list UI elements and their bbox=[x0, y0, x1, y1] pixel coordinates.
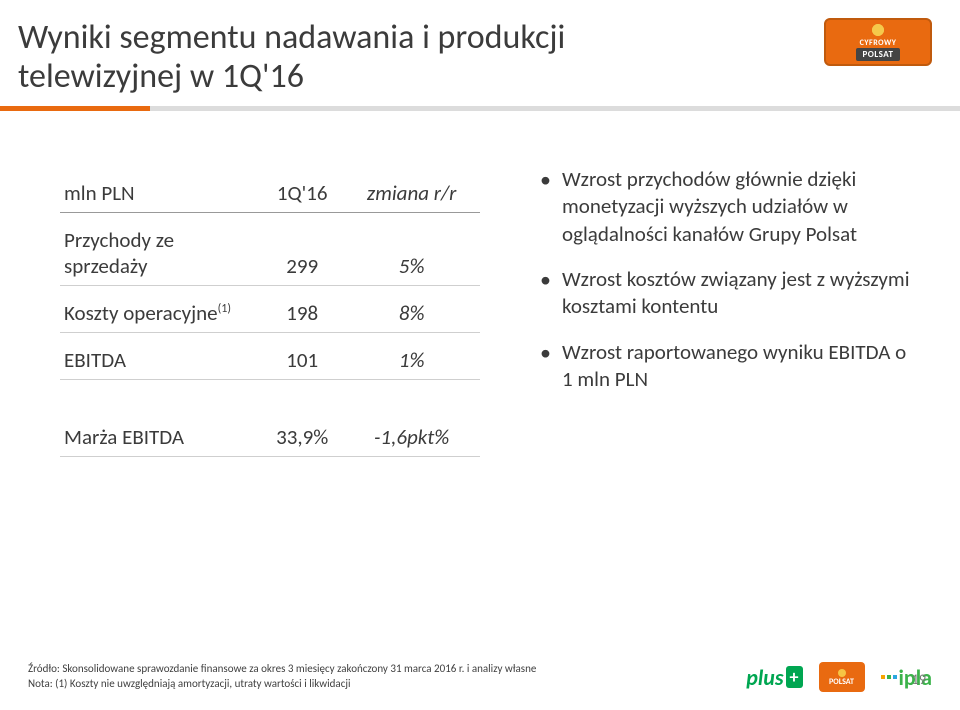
row-value: 33,9% bbox=[257, 424, 347, 450]
row-label: EBITDA bbox=[64, 347, 257, 373]
logo-polsat-text: POLSAT bbox=[829, 678, 854, 686]
logo-plus: plus+ bbox=[746, 662, 802, 692]
dot-icon bbox=[887, 675, 891, 679]
sun-icon bbox=[871, 23, 885, 37]
bullet-list: Wzrost przychodów głównie dzięki monetyz… bbox=[540, 166, 910, 457]
dot-icon bbox=[893, 675, 897, 679]
slide-footer: Źródło: Skonsolidowane sprawozdanie fina… bbox=[28, 662, 932, 692]
slide-header: Wyniki segmentu nadawania i produkcji te… bbox=[0, 0, 960, 96]
sun-icon bbox=[838, 669, 846, 677]
th-metric: mln PLN bbox=[64, 180, 257, 206]
row-value: 198 bbox=[257, 300, 347, 326]
row-change: 1% bbox=[347, 347, 476, 373]
row-label-text: Koszty operacyjne bbox=[64, 300, 218, 326]
row-label: Marża EBITDA bbox=[64, 424, 257, 450]
page-number: 19 bbox=[912, 671, 926, 688]
logo-line1: CYFROWY bbox=[860, 39, 897, 47]
underline-accent bbox=[0, 106, 150, 111]
table-row: EBITDA 101 1% bbox=[60, 333, 480, 380]
ipla-dots-icon bbox=[881, 675, 897, 679]
slide-title: Wyniki segmentu nadawania i produkcji te… bbox=[18, 18, 678, 96]
table-row: Koszty operacyjne(1) 198 8% bbox=[60, 286, 480, 333]
footnote-source: Źródło: Skonsolidowane sprawozdanie fina… bbox=[28, 662, 536, 677]
footnote-note: Nota: (1) Koszty nie uwzględniają amorty… bbox=[28, 677, 536, 692]
row-change: 8% bbox=[347, 300, 476, 326]
th-period: 1Q'16 bbox=[257, 180, 347, 206]
logo-polsat-small: POLSAT bbox=[819, 662, 865, 692]
table-spacer bbox=[60, 380, 480, 410]
bullet-item: Wzrost przychodów głównie dzięki monetyz… bbox=[540, 166, 910, 248]
row-change: -1,6pkt% bbox=[347, 424, 476, 450]
th-change: zmiana r/r bbox=[347, 180, 476, 206]
financial-table: mln PLN 1Q'16 zmiana r/r Przychody ze sp… bbox=[60, 166, 480, 457]
row-label: Koszty operacyjne(1) bbox=[64, 300, 257, 326]
logo-line2: POLSAT bbox=[856, 48, 899, 61]
table-row: Przychody ze sprzedaży 299 5% bbox=[60, 213, 480, 286]
row-label-sup: (1) bbox=[218, 302, 231, 316]
logo-cyfrowy-polsat: CYFROWY POLSAT bbox=[824, 18, 932, 66]
dot-icon bbox=[881, 675, 885, 679]
logo-plus-text: plus bbox=[746, 664, 783, 691]
row-label: Przychody ze sprzedaży bbox=[64, 227, 257, 279]
bullet-item: Wzrost kosztów związany jest z wyższymi … bbox=[540, 266, 910, 321]
underline-grey bbox=[150, 106, 960, 111]
content-area: mln PLN 1Q'16 zmiana r/r Przychody ze sp… bbox=[0, 111, 960, 457]
row-value: 101 bbox=[257, 347, 347, 373]
row-change: 5% bbox=[347, 253, 476, 279]
footnotes: Źródło: Skonsolidowane sprawozdanie fina… bbox=[28, 662, 536, 692]
title-underline bbox=[0, 106, 960, 111]
table-header-row: mln PLN 1Q'16 zmiana r/r bbox=[60, 166, 480, 213]
plus-icon: + bbox=[786, 666, 803, 688]
table-row: Marża EBITDA 33,9% -1,6pkt% bbox=[60, 410, 480, 457]
bullet-item: Wzrost raportowanego wyniku EBITDA o 1 m… bbox=[540, 339, 910, 394]
brand-row: plus+ POLSAT ipla bbox=[746, 662, 932, 692]
row-value: 299 bbox=[257, 253, 347, 279]
